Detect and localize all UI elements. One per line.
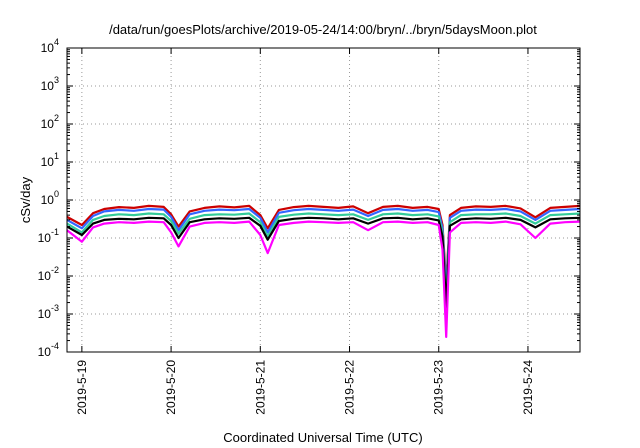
x-tick-label: 2019-5-20 [164, 360, 178, 415]
x-axis-label: Coordinated Universal Time (UTC) [223, 430, 422, 445]
series-line-3 [66, 212, 581, 300]
y-axis-label: cSv/day [18, 176, 33, 223]
y-tick-label: 101 [41, 151, 59, 169]
y-tick-label: 103 [41, 75, 59, 93]
x-tick-label: 2019-5-22 [343, 360, 357, 415]
series-line-4 [66, 216, 581, 309]
series-line-5 [66, 220, 581, 338]
x-tick-label: 2019-5-19 [75, 360, 89, 415]
grid [67, 48, 580, 352]
x-tick-label: 2019-5-21 [253, 360, 267, 415]
series-group [66, 204, 581, 338]
x-axis: 2019-5-19 2019-5-20 2019-5-21 2019-5-22 2019… [75, 48, 535, 415]
y-tick-label: 102 [41, 113, 59, 131]
y-tick-label: 10-4 [38, 341, 59, 359]
series-line-2 [66, 207, 581, 293]
y-tick-label: 10-2 [38, 265, 59, 283]
y-tick-label: 104 [41, 37, 59, 55]
y-axis: 10-4 10-3 10-2 10-1 100 101 102 103 104 [38, 37, 580, 359]
y-tick-label: 10-1 [38, 227, 59, 245]
y-tick-label: 10-3 [38, 303, 59, 321]
x-tick-label: 2019-5-23 [432, 360, 446, 415]
x-tick-label: 2019-5-24 [521, 360, 535, 415]
series-line-1 [66, 204, 581, 286]
chart-title: /data/run/goesPlots/archive/2019-05-24/1… [109, 22, 537, 37]
y-tick-label: 100 [41, 189, 59, 207]
